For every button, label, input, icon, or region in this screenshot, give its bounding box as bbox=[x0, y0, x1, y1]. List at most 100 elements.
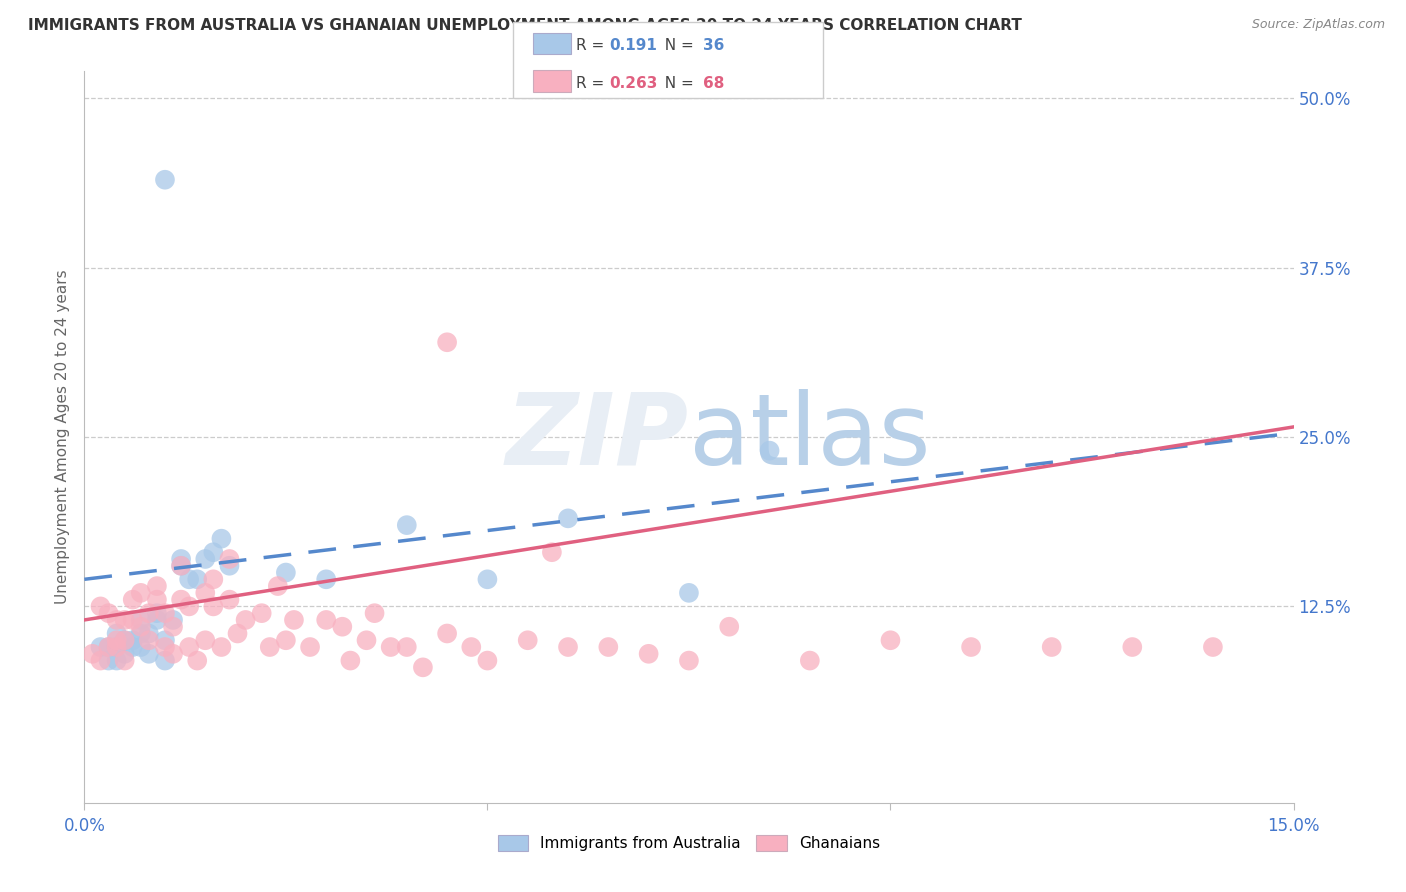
Point bbox=[330, 620, 353, 634]
Point bbox=[146, 592, 169, 607]
Point bbox=[315, 613, 337, 627]
Point bbox=[129, 640, 152, 654]
Point bbox=[477, 654, 499, 668]
Point bbox=[153, 606, 176, 620]
Point bbox=[179, 640, 201, 654]
Point bbox=[138, 647, 160, 661]
Point bbox=[179, 572, 201, 586]
Point bbox=[170, 558, 193, 573]
Point bbox=[557, 640, 579, 654]
Point bbox=[1202, 640, 1225, 654]
Point bbox=[121, 613, 143, 627]
Text: atlas: atlas bbox=[689, 389, 931, 485]
Point bbox=[114, 633, 136, 648]
Point bbox=[114, 613, 136, 627]
Point bbox=[356, 633, 378, 648]
Point bbox=[1121, 640, 1143, 654]
Point bbox=[153, 654, 176, 668]
Point bbox=[315, 572, 337, 586]
Text: IMMIGRANTS FROM AUSTRALIA VS GHANAIAN UNEMPLOYMENT AMONG AGES 20 TO 24 YEARS COR: IMMIGRANTS FROM AUSTRALIA VS GHANAIAN UN… bbox=[28, 18, 1022, 33]
Point bbox=[162, 647, 184, 661]
Point bbox=[637, 647, 659, 661]
Point bbox=[138, 633, 160, 648]
Text: 68: 68 bbox=[703, 76, 724, 91]
Text: N =: N = bbox=[655, 38, 699, 54]
Point bbox=[186, 572, 208, 586]
Point bbox=[105, 633, 128, 648]
Point bbox=[758, 443, 780, 458]
Point bbox=[146, 606, 169, 620]
Text: N =: N = bbox=[655, 76, 699, 91]
Point bbox=[105, 626, 128, 640]
Point bbox=[339, 654, 361, 668]
Point bbox=[250, 606, 273, 620]
Point bbox=[170, 552, 193, 566]
Point bbox=[114, 654, 136, 668]
Point bbox=[436, 626, 458, 640]
Point bbox=[202, 572, 225, 586]
Point bbox=[218, 592, 240, 607]
Text: ZIP: ZIP bbox=[506, 389, 689, 485]
Point bbox=[799, 654, 821, 668]
Point bbox=[121, 640, 143, 654]
Point bbox=[1040, 640, 1063, 654]
Point bbox=[89, 654, 111, 668]
Point bbox=[678, 654, 700, 668]
Point bbox=[363, 606, 385, 620]
Point bbox=[395, 518, 418, 533]
Point bbox=[97, 606, 120, 620]
Point bbox=[97, 640, 120, 654]
Point bbox=[105, 613, 128, 627]
Point bbox=[97, 640, 120, 654]
Point bbox=[162, 620, 184, 634]
Point bbox=[129, 613, 152, 627]
Point bbox=[259, 640, 281, 654]
Point bbox=[162, 613, 184, 627]
Point bbox=[194, 633, 217, 648]
Text: Source: ZipAtlas.com: Source: ZipAtlas.com bbox=[1251, 18, 1385, 31]
Point bbox=[283, 613, 305, 627]
Point bbox=[598, 640, 620, 654]
Point bbox=[129, 586, 152, 600]
Point bbox=[226, 626, 249, 640]
Point bbox=[179, 599, 201, 614]
Point bbox=[194, 586, 217, 600]
Point bbox=[153, 172, 176, 186]
Point bbox=[460, 640, 482, 654]
Point bbox=[89, 599, 111, 614]
Point bbox=[395, 640, 418, 654]
Point bbox=[105, 640, 128, 654]
Point bbox=[105, 654, 128, 668]
Point bbox=[89, 640, 111, 654]
Text: R =: R = bbox=[576, 38, 610, 54]
Point bbox=[218, 552, 240, 566]
Point bbox=[186, 654, 208, 668]
Point bbox=[235, 613, 257, 627]
Point bbox=[194, 552, 217, 566]
Text: 36: 36 bbox=[703, 38, 724, 54]
Point bbox=[218, 558, 240, 573]
Point bbox=[436, 335, 458, 350]
Point bbox=[412, 660, 434, 674]
Point bbox=[209, 640, 232, 654]
Point bbox=[557, 511, 579, 525]
Text: 0.263: 0.263 bbox=[609, 76, 657, 91]
Point bbox=[153, 633, 176, 648]
Point bbox=[153, 640, 176, 654]
Legend: Immigrants from Australia, Ghanaians: Immigrants from Australia, Ghanaians bbox=[492, 830, 886, 857]
Point bbox=[121, 633, 143, 648]
Point bbox=[541, 545, 564, 559]
Point bbox=[516, 633, 538, 648]
Point bbox=[477, 572, 499, 586]
Point bbox=[129, 620, 152, 634]
Point bbox=[678, 586, 700, 600]
Text: 0.191: 0.191 bbox=[609, 38, 657, 54]
Point bbox=[138, 606, 160, 620]
Point bbox=[274, 566, 297, 580]
Point bbox=[209, 532, 232, 546]
Point bbox=[97, 654, 120, 668]
Point bbox=[380, 640, 402, 654]
Point bbox=[105, 640, 128, 654]
Y-axis label: Unemployment Among Ages 20 to 24 years: Unemployment Among Ages 20 to 24 years bbox=[55, 269, 70, 605]
Point bbox=[170, 558, 193, 573]
